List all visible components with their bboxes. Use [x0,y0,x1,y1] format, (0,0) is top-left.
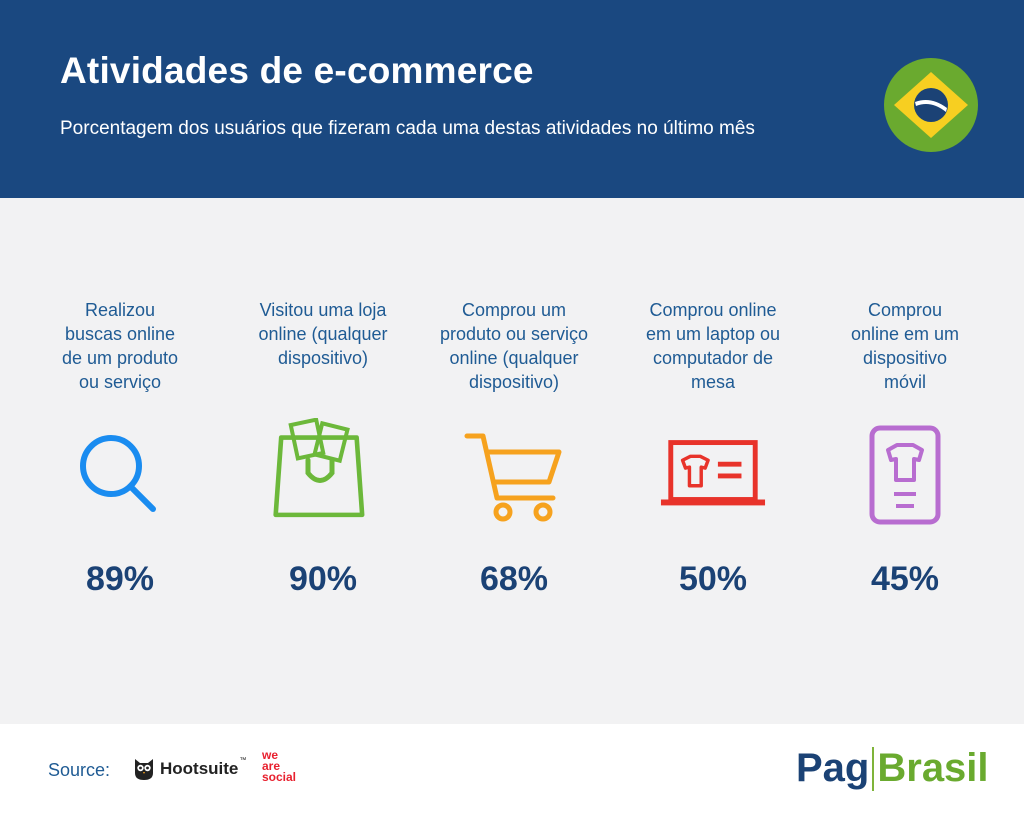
activity-label: Comprou um produto ou serviço online (qu… [419,298,609,408]
activity-percentage: 89% [85,560,155,598]
hootsuite-name: Hootsuite [160,759,239,778]
activity-label-line: em um laptop ou [645,324,781,344]
activity-label-line: dispositivo [862,348,948,368]
header-banner: Atividades de e-commerce Porcentagem dos… [0,0,1024,198]
activity-percentage: 50% [678,560,748,598]
activity-label-line: Comprou [867,300,943,320]
activity-label: Realizou buscas online de um produto ou … [25,298,215,408]
activity-card: Visitou uma loja online (qualquer dispos… [228,298,418,598]
activity-label-line: dispositivo) [468,372,560,392]
activity-label-line: ou serviço [78,372,162,392]
activity-label-line: Comprou um [461,300,567,320]
activity-percentage: 90% [288,560,358,598]
activity-label-line: Visitou uma loja [259,300,387,320]
mobile-phone-icon [869,425,941,525]
activity-label-line: Realizou [84,300,156,320]
activity-label-line: online (qualquer [449,348,579,368]
page-title: Atividades de e-commerce [60,50,534,91]
activity-label: Visitou uma loja online (qualquer dispos… [228,298,418,408]
pagbrasil-logo: Pag Brasil [796,746,989,791]
activity-label-line: dispositivo) [277,348,369,368]
we-are-social-logo: we are social [262,748,297,784]
page-subtitle: Porcentagem dos usuários que fizeram cad… [60,118,755,139]
trademark-mark: ™ [239,757,247,764]
search-icon [80,435,156,512]
owl-icon [135,759,153,780]
activity-card: Realizou buscas online de um produto ou … [25,298,215,598]
activity-percentage: 68% [479,560,549,598]
we-are-social-line: we [262,748,279,762]
activity-label-line: produto ou serviço [439,324,589,344]
activity-label-line: online em um [850,324,960,344]
activity-card: Comprou online em um laptop ou computado… [618,298,808,598]
shopping-cart-icon [464,433,562,522]
activities-panel [0,198,1024,724]
activity-percentage: 45% [870,560,940,598]
activity-label-line: de um produto [61,348,179,368]
laptop-icon [660,440,766,506]
source-label: Source: [48,760,111,780]
logo-brasil: Brasil [877,746,989,790]
shopping-bag-icon [273,418,365,518]
logo-separator [872,746,875,791]
logo-pag: Pag [796,746,870,790]
activity-label-line: online (qualquer [258,324,388,344]
activity-label-line: móvil [883,372,926,392]
activity-card: Comprou online em um dispositivo móvil 4… [810,298,1000,598]
footer: Source: Hootsuite ™ we are social Pag Bra… [0,724,1024,817]
activity-label-line: computador de [652,348,774,368]
we-are-social-line: social [262,770,297,784]
activity-label: Comprou online em um laptop ou computado… [618,298,808,408]
activity-label: Comprou online em um dispositivo móvil [810,298,1000,408]
we-are-social-line: are [262,759,281,773]
hootsuite-logo: Hootsuite ™ [133,757,246,781]
activity-label-line: Comprou online [649,300,777,320]
brazil-flag-icon [884,58,978,152]
activity-label-line: mesa [690,372,735,392]
activity-card: Comprou um produto ou serviço online (qu… [419,298,609,598]
activity-label-line: buscas online [64,324,176,344]
